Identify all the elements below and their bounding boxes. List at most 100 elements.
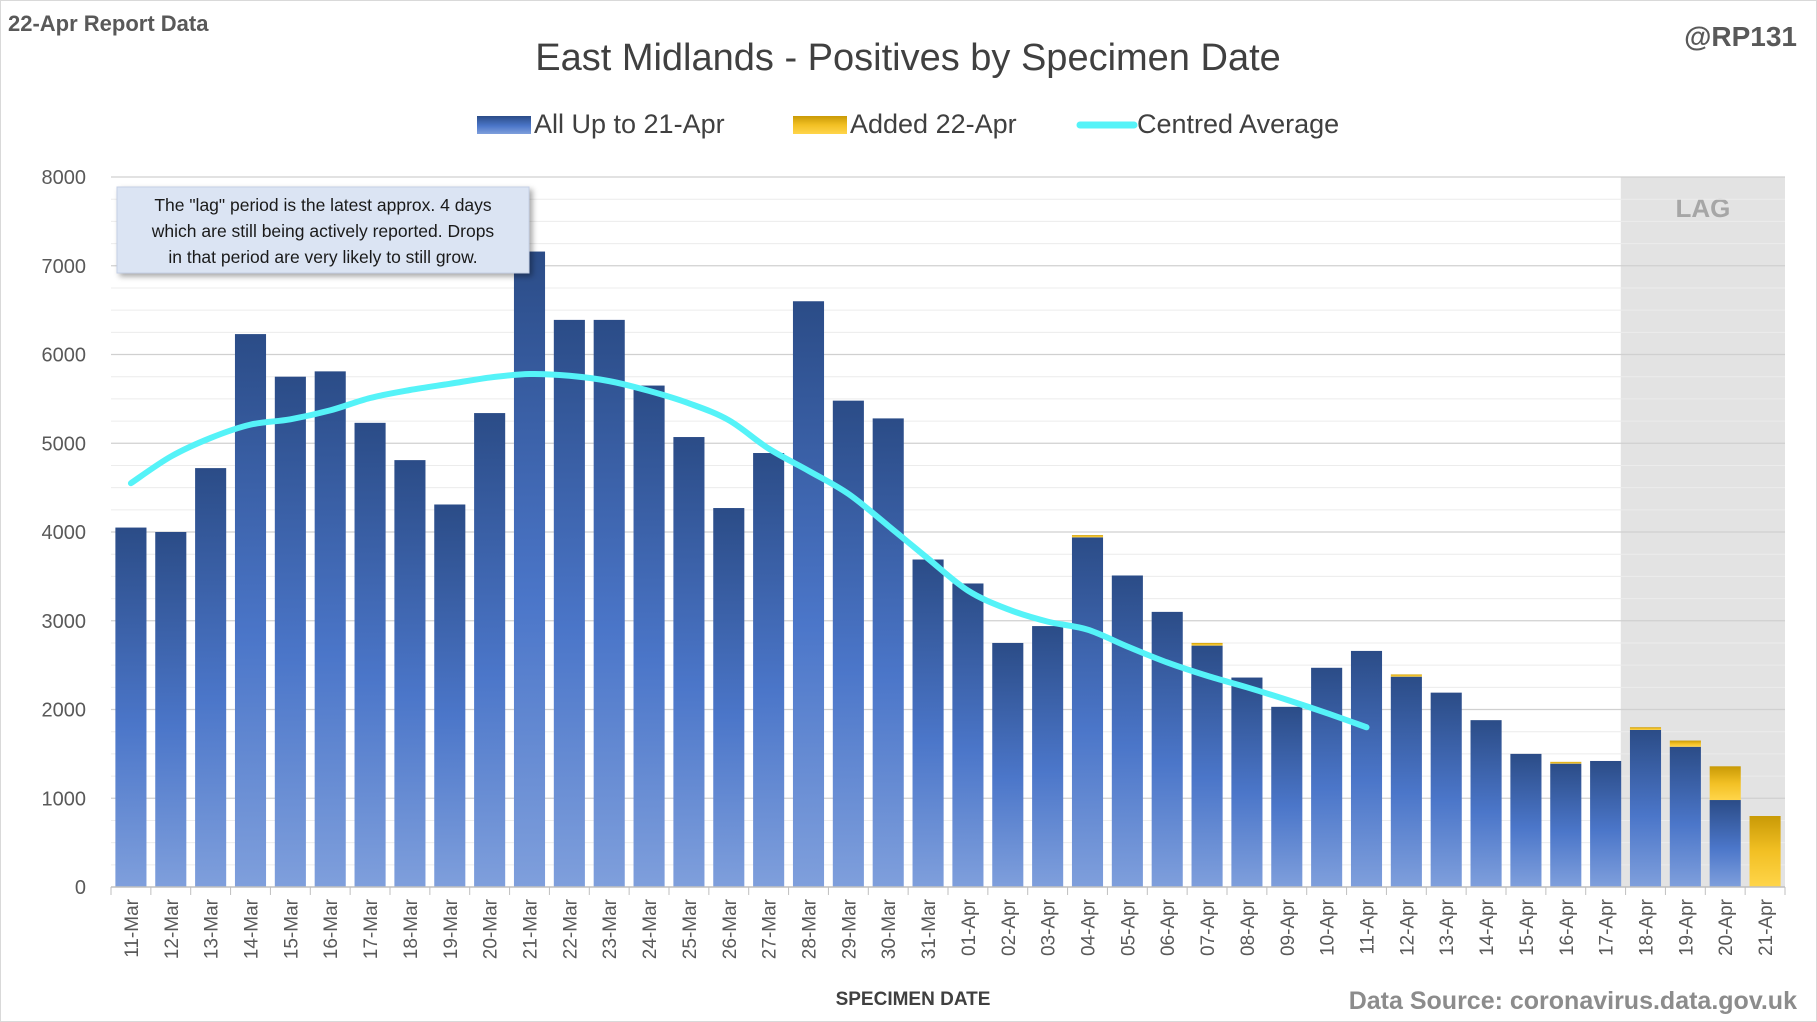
bar-all-05-Apr	[1111, 575, 1143, 887]
handle-label: @RP131	[1684, 21, 1797, 52]
bar-all-13-Apr	[1430, 692, 1462, 887]
x-tick-label: 20-Mar	[481, 898, 502, 959]
legend-swatch-added	[793, 116, 847, 134]
centred-average-line	[127, 370, 1370, 731]
lag-annotation: The "lag" period is the latest approx. 4…	[116, 186, 530, 274]
bar-all-15-Mar	[274, 376, 306, 887]
data-source: Data Source: coronavirus.data.gov.uk	[1349, 987, 1797, 1015]
y-tick-label: 5000	[42, 433, 87, 455]
x-tick-label: 29-Mar	[839, 898, 860, 959]
bar-all-30-Mar	[872, 418, 904, 887]
x-tick-label: 23-Mar	[600, 898, 621, 959]
legend-label-all: All Up to 21-Apr	[534, 109, 725, 139]
y-tick-label: 6000	[42, 345, 87, 367]
bar-all-01-Apr	[952, 583, 984, 887]
bar-all-17-Mar	[354, 422, 386, 887]
bar-all-14-Mar	[234, 334, 267, 887]
y-tick-label: 0	[75, 877, 86, 899]
x-tick-label: 04-Apr	[1079, 898, 1100, 956]
bar-all-06-Apr	[1151, 611, 1183, 887]
gridlines	[111, 176, 1785, 866]
bar-all-14-Apr	[1470, 720, 1502, 887]
bar-all-08-Apr	[1231, 677, 1263, 887]
bar-all-23-Mar	[593, 319, 625, 887]
x-tick-label: 21-Apr	[1756, 898, 1777, 956]
bar-added-18-Apr	[1629, 727, 1662, 730]
bar-all-16-Mar	[314, 371, 346, 887]
x-tick-label: 28-Mar	[800, 898, 821, 959]
y-axis-ticks: 0 1000 2000 3000 4000 5000 6000 7000 8000	[42, 167, 87, 899]
x-tick-label: 26-Mar	[720, 898, 741, 959]
x-tick-label: 07-Apr	[1198, 898, 1219, 956]
legend-label-added: Added 22-Apr	[850, 109, 1017, 139]
x-tick-label: 18-Apr	[1637, 898, 1658, 956]
bar-all-15-Apr	[1510, 753, 1542, 887]
bar-all-11-Apr	[1350, 650, 1383, 887]
bar-all-07-Apr	[1191, 645, 1223, 887]
bar-all-19-Mar	[434, 504, 466, 887]
x-tick-label: 17-Mar	[361, 898, 382, 959]
bar-all-03-Apr	[1032, 626, 1064, 887]
bar-all-09-Apr	[1271, 706, 1303, 887]
report-label: 22-Apr Report Data	[8, 11, 209, 36]
bar-all-26-Mar	[713, 508, 745, 887]
bar-all-18-Apr	[1629, 729, 1662, 887]
chart-title: East Midlands - Positives by Specimen Da…	[535, 37, 1281, 79]
x-axis-title: SPECIMEN DATE	[836, 989, 991, 1010]
bar-added-20-Apr	[1709, 766, 1741, 801]
x-tick-label: 12-Apr	[1397, 898, 1418, 956]
x-tick-label: 15-Apr	[1517, 898, 1538, 956]
bar-added-12-Apr	[1390, 674, 1422, 677]
bar-all-18-Mar	[394, 460, 426, 887]
x-tick-label: 12-Mar	[162, 898, 183, 959]
legend-swatch-all	[477, 116, 531, 134]
lag-label: LAG	[1675, 193, 1730, 223]
y-tick-label: 2000	[42, 700, 87, 722]
x-tick-label: 11-Apr	[1358, 898, 1379, 954]
x-tick-label: 08-Apr	[1238, 898, 1259, 956]
y-tick-label: 3000	[42, 611, 87, 633]
x-tick-label: 11-Mar	[122, 898, 143, 957]
x-tick-label: 31-Mar	[919, 898, 940, 959]
x-tick-label: 20-Apr	[1716, 898, 1737, 956]
bar-all-24-Mar	[633, 385, 665, 887]
bar-all-19-Apr	[1669, 746, 1701, 887]
x-tick-label: 09-Apr	[1278, 898, 1299, 956]
bar-all-11-Mar	[115, 527, 147, 887]
legend-label-average: Centred Average	[1137, 109, 1339, 139]
x-tick-label: 19-Mar	[441, 898, 462, 959]
bar-all-12-Mar	[155, 532, 187, 887]
bar-all-12-Apr	[1390, 676, 1422, 887]
legend: All Up to 21-Apr Added 22-Apr Centred Av…	[477, 109, 1339, 139]
x-tick-label: 13-Mar	[202, 898, 223, 959]
annotation-line-3: in that period are very likely to still …	[168, 247, 477, 267]
bar-added-16-Apr	[1550, 761, 1582, 764]
x-tick-label: 13-Apr	[1437, 898, 1458, 956]
bar-all-04-Apr	[1071, 537, 1104, 887]
x-tick-label: 24-Mar	[640, 898, 661, 959]
annotation-line-2: which are still being actively reported.…	[151, 221, 495, 241]
bar-all-02-Apr	[992, 642, 1024, 887]
bar-all-29-Mar	[832, 400, 864, 887]
x-tick-label: 14-Mar	[242, 898, 263, 959]
x-tick-label: 02-Apr	[999, 898, 1020, 956]
y-tick-label: 7000	[42, 256, 87, 278]
x-tick-label: 19-Apr	[1676, 898, 1697, 956]
bar-all-16-Apr	[1550, 763, 1582, 887]
x-tick-label: 25-Mar	[680, 898, 701, 959]
bar-all-31-Mar	[912, 559, 944, 887]
bar-all-27-Mar	[753, 453, 785, 887]
bar-all-17-Apr	[1590, 760, 1622, 887]
bar-all-20-Apr	[1709, 800, 1741, 887]
x-tick-label: 27-Mar	[760, 898, 781, 959]
x-tick-label: 03-Apr	[1039, 898, 1060, 956]
x-tick-label: 18-Mar	[401, 898, 422, 959]
x-tick-label: 05-Apr	[1118, 898, 1139, 956]
bar-series	[115, 251, 1781, 888]
x-tick-label: 01-Apr	[959, 898, 980, 956]
annotation-line-1: The "lag" period is the latest approx. 4…	[154, 195, 492, 215]
bar-all-10-Apr	[1311, 667, 1343, 887]
x-tick-label: 14-Apr	[1477, 898, 1498, 956]
